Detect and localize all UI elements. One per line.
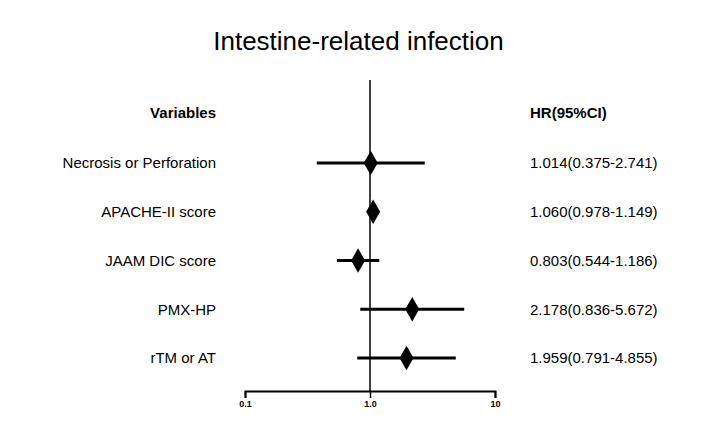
value-label: 2.178(0.836-5.672) (530, 301, 658, 318)
variable-label: JAAM DIC score (105, 252, 216, 269)
x-tick-mark (370, 391, 372, 398)
value-label: 1.060(0.978-1.149) (530, 203, 658, 220)
x-tick-label: 10 (490, 399, 500, 409)
reference-line (369, 80, 371, 391)
variable-label: APACHE-II score (101, 203, 216, 220)
variable-label: Necrosis or Perforation (63, 154, 216, 171)
variable-label: rTM or AT (150, 349, 216, 366)
x-tick-label: 0.1 (239, 399, 252, 409)
label-header: Variables (150, 104, 216, 121)
value-header: HR(95%CI) (530, 104, 607, 121)
x-axis-line (246, 392, 496, 399)
x-tick: 1.0 (364, 391, 377, 409)
x-tick: 0.1 (239, 391, 252, 409)
chart-container: Intestine-related infection Variables HR(9… (0, 0, 717, 443)
x-tick: 10 (490, 391, 500, 409)
x-tick-label: 1.0 (364, 399, 377, 409)
hazard-ratio-point (405, 297, 419, 321)
chart-svg: Intestine-related infection Variables HR(9… (0, 0, 717, 443)
value-label: 1.014(0.375-2.741) (530, 154, 658, 171)
hazard-ratio-point (399, 346, 413, 370)
hazard-ratio-point (364, 151, 378, 175)
x-tick-mark (245, 391, 247, 398)
x-tick-mark (495, 391, 497, 398)
hazard-ratio-point (366, 200, 380, 224)
value-label: 1.959(0.791-4.855) (530, 349, 658, 366)
x-axis: 0.1 1.0 10 (239, 391, 500, 409)
hazard-ratio-point (351, 248, 365, 272)
plot-area (317, 80, 464, 391)
value-label: 0.803(0.544-1.186) (530, 252, 658, 269)
variable-label: PMX-HP (158, 301, 216, 318)
chart-title: Intestine-related infection (213, 26, 504, 56)
